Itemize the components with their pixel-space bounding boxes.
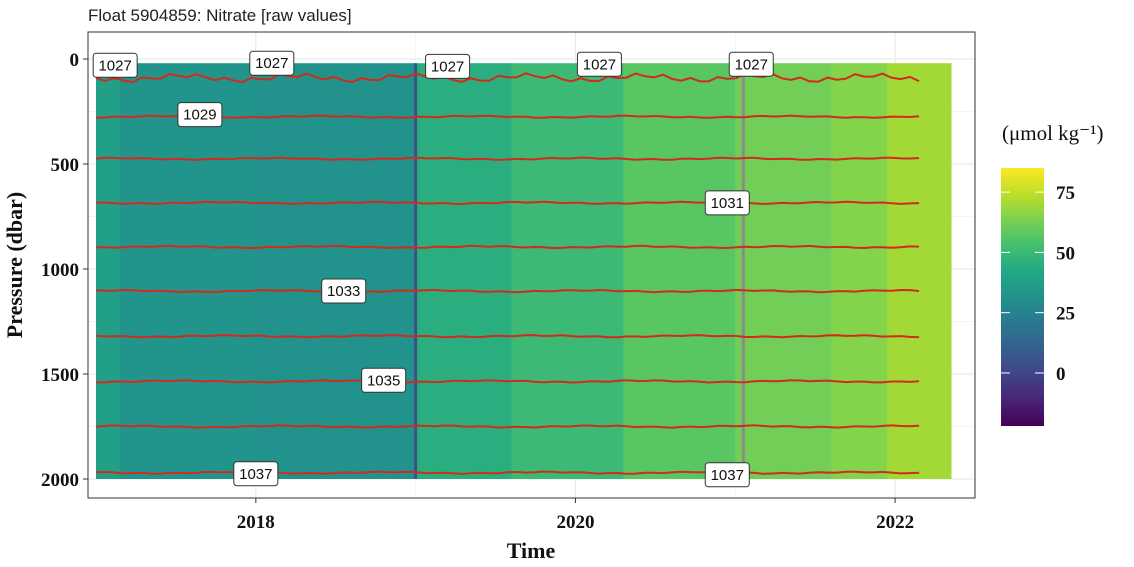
contour-label-text: 1027 (431, 58, 464, 75)
contour-label-text: 1029 (183, 107, 216, 124)
y-axis-ticks: 0 500 1000 1500 2000 (41, 50, 88, 491)
field-band (95, 63, 121, 479)
contour-label-text: 1027 (255, 55, 288, 72)
contour-label-box (92, 52, 138, 78)
isopycnal-line (95, 156, 920, 161)
contour-label-text: 1033 (327, 283, 360, 300)
field-band (887, 63, 952, 479)
colorbar: (μmol kg⁻¹) 0 25 50 75 (1001, 121, 1104, 426)
field-highlight-column (741, 63, 745, 479)
contour-label-box (249, 50, 295, 76)
field-band (415, 63, 513, 479)
contour-label: 1037 (233, 461, 279, 487)
field-highlight-column (414, 63, 418, 479)
contour-label-box (321, 278, 367, 304)
x-axis-ticks: 2018 2020 2022 (237, 498, 914, 533)
y-tick-label: 2000 (41, 470, 79, 491)
x-tick-label: 2020 (556, 512, 594, 533)
contour-label-text: 1037 (711, 467, 744, 484)
field-band (735, 63, 832, 479)
y-tick-label: 0 (70, 50, 80, 71)
contour-labels: 1027 1027 1027 1027 1027 1029 1031 1033 1035 1037… (92, 50, 774, 488)
contour-label: 1027 (728, 51, 774, 77)
x-tick-label: 2022 (876, 512, 914, 533)
contour-label-box (233, 461, 279, 487)
isopycnal-line (95, 288, 920, 294)
x-tick-label: 2018 (237, 512, 275, 533)
y-tick-label: 1000 (41, 260, 79, 281)
y-axis-label: Pressure (dbar) (2, 192, 27, 338)
contour-label: 1031 (704, 190, 750, 216)
isopycnal-line (95, 424, 920, 429)
contour-label-box (177, 102, 223, 128)
contour-label-box (361, 367, 407, 393)
plot-border (87, 31, 976, 499)
field-band (119, 63, 257, 479)
field-band (831, 63, 888, 479)
isopycnal-line (95, 470, 920, 475)
isopycnal-line (95, 114, 920, 119)
contour-label-box (704, 190, 750, 216)
x-axis-label: Time (507, 538, 556, 563)
contour-label-text: 1031 (711, 195, 744, 212)
isopycnal-line (96, 244, 920, 250)
field-band (511, 63, 624, 479)
contour-label: 1027 (425, 53, 471, 79)
isopycnal-line (96, 379, 920, 384)
contour-label: 1027 (249, 50, 295, 76)
colorbar-ticks: 0 25 50 75 (1001, 183, 1075, 385)
isopycnal-line (95, 333, 920, 339)
isopycnal-line (95, 72, 920, 84)
nitrate-field (95, 63, 952, 479)
contour-label: 1035 (361, 367, 407, 393)
field-band (255, 63, 417, 479)
chart-title: Float 5904859: Nitrate [raw values] (88, 6, 352, 25)
contour-label-box (704, 462, 750, 488)
contour-label-text: 1027 (583, 56, 616, 73)
contour-label-box (576, 51, 622, 77)
contour-label: 1027 (92, 52, 138, 78)
colorbar-tick-label: 50 (1056, 243, 1075, 264)
contour-label-box (425, 53, 471, 79)
contour-label: 1033 (321, 278, 367, 304)
colorbar-title: (μmol kg⁻¹) (1002, 121, 1104, 145)
isopycnal-line (95, 200, 920, 206)
y-tick-label: 500 (51, 155, 80, 176)
isopycnal-contours (95, 72, 920, 475)
colorbar-tick-label: 75 (1056, 183, 1075, 204)
contour-label-text: 1027 (735, 56, 768, 73)
contour-label-box (728, 51, 774, 77)
contour-label-text: 1037 (239, 466, 272, 483)
field-band (623, 63, 736, 479)
colorbar-tick-label: 25 (1056, 304, 1075, 325)
contour-label-text: 1035 (367, 372, 400, 389)
contour-label: 1027 (576, 51, 622, 77)
colorbar-tick-label: 0 (1056, 364, 1066, 385)
y-tick-label: 1500 (41, 365, 79, 386)
contour-label: 1037 (704, 462, 750, 488)
contour-label-text: 1027 (98, 57, 131, 74)
contour-label: 1029 (177, 102, 223, 128)
colorbar-gradient (1001, 168, 1044, 426)
